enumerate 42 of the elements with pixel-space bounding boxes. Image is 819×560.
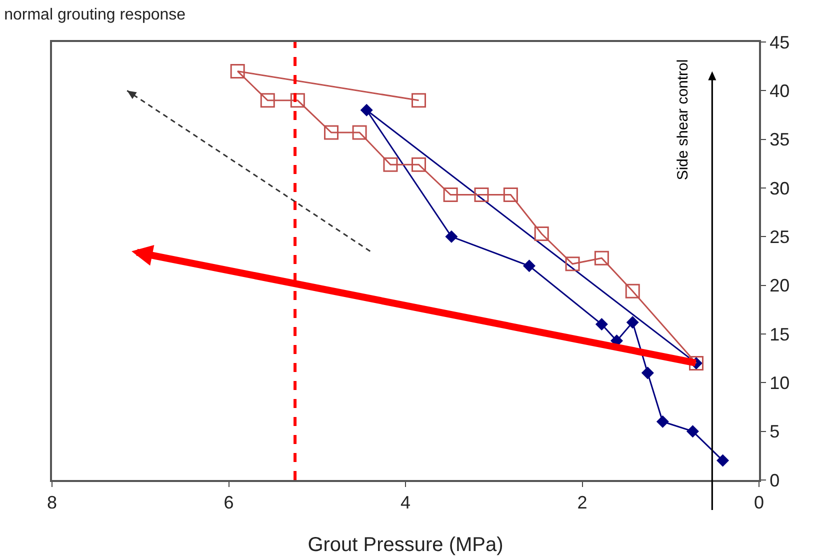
point [446, 230, 458, 243]
annotation: Side shear control [674, 59, 692, 180]
y-tick-label: 20 [770, 276, 790, 296]
y-tick-label: 0 [770, 470, 780, 490]
point [625, 284, 640, 298]
y-tick-label: 10 [770, 372, 790, 393]
y-tick-label: 5 [770, 422, 780, 442]
point [412, 93, 426, 108]
y-tick-label: 40 [770, 80, 790, 101]
point [716, 454, 729, 466]
y-tick-label: 15 [770, 324, 790, 344]
x-tick-label: 2 [577, 492, 588, 513]
point [642, 366, 654, 379]
point [686, 425, 699, 438]
point [474, 188, 489, 202]
point [260, 93, 275, 108]
point [443, 188, 458, 202]
point [290, 93, 305, 108]
y-tick-label: 30 [770, 178, 790, 198]
x-tick-label: 4 [400, 492, 411, 513]
x-axis-title: Grout Pressure (MPa) [308, 534, 504, 556]
point [594, 250, 609, 266]
point [383, 157, 398, 172]
point [523, 260, 536, 272]
point [324, 125, 339, 140]
point [503, 188, 518, 202]
point [412, 157, 426, 172]
point [534, 226, 549, 241]
y-tick-label: 25 [770, 226, 790, 247]
point [565, 256, 580, 272]
point [626, 316, 639, 328]
point [596, 318, 608, 330]
point [230, 64, 245, 78]
chart-title: normal grouting response [4, 6, 186, 24]
y-tick-label: 45 [770, 32, 790, 52]
x-tick-label: 8 [46, 492, 58, 513]
x-tick-label: 0 [754, 492, 764, 513]
point [360, 104, 373, 116]
point [656, 416, 669, 428]
x-tick-label: 6 [224, 492, 234, 513]
y-tick-label: 35 [770, 130, 790, 150]
point [352, 125, 367, 140]
